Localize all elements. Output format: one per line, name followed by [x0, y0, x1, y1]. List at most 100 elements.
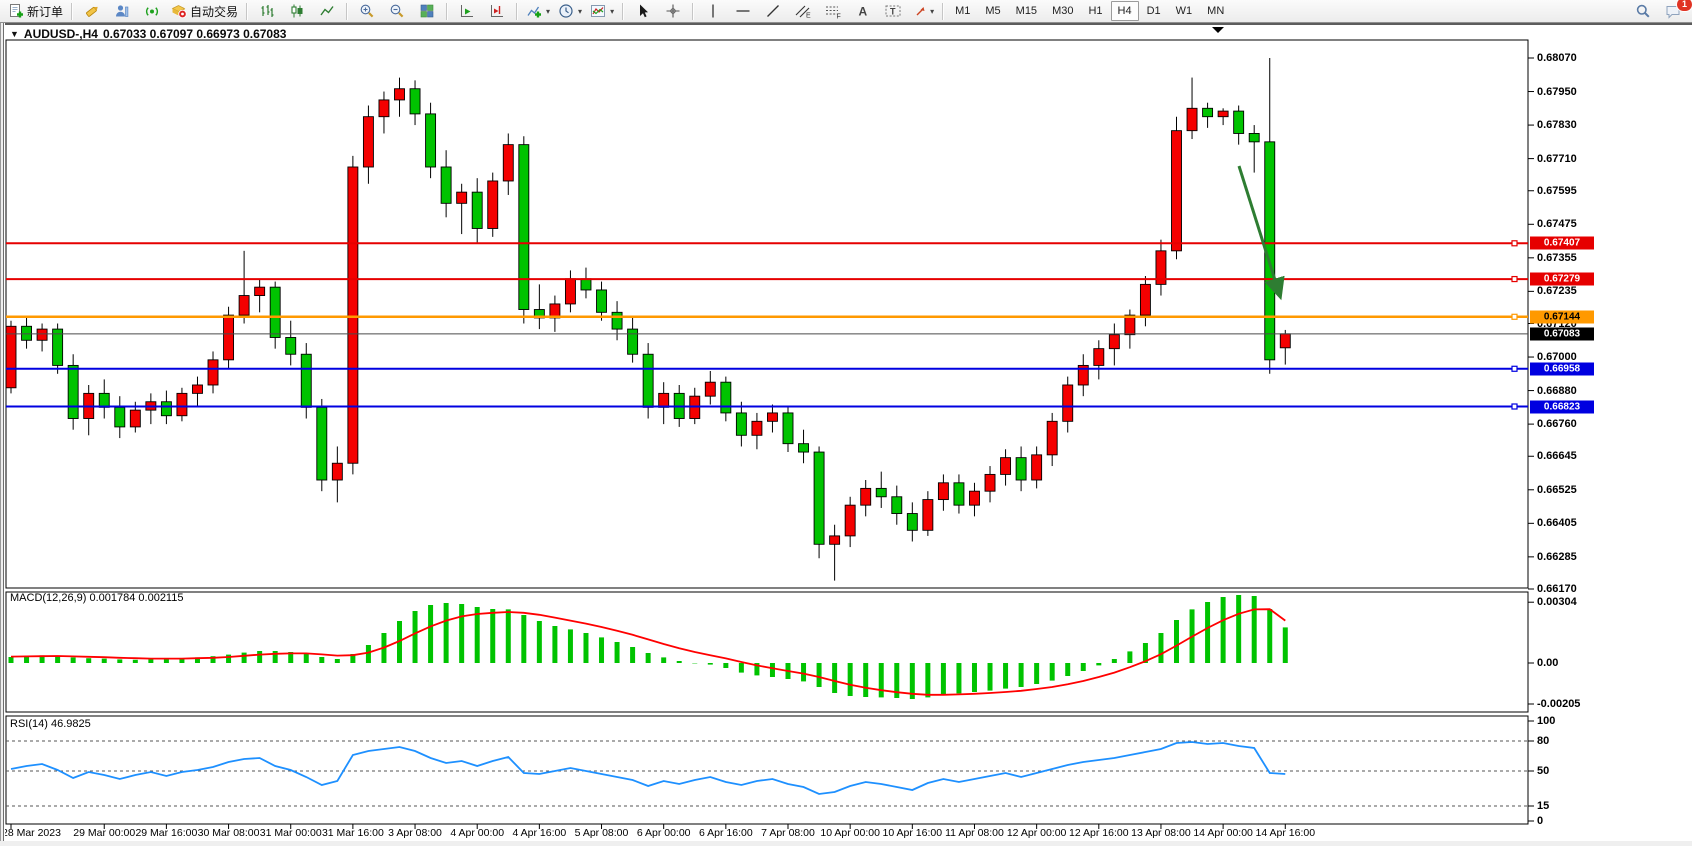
- candle: [937, 482, 949, 501]
- svg-text:F: F: [837, 14, 841, 20]
- timeframe-button-m15[interactable]: M15: [1015, 5, 1038, 17]
- timeframe-button-h4[interactable]: H4: [1110, 1, 1139, 21]
- rsi-line: [10, 741, 1286, 795]
- candle: [254, 286, 266, 297]
- periods-button[interactable]: ▾: [554, 0, 586, 22]
- horizontal-line-icon: [736, 10, 750, 12]
- candle: [906, 513, 918, 531]
- line-handle: [1511, 313, 1518, 320]
- chart-shift-button[interactable]: [482, 0, 512, 22]
- horizontal-line-tool-button[interactable]: [728, 0, 758, 22]
- line-handle: [1511, 275, 1518, 283]
- timeframe-button-mn[interactable]: MN: [1207, 5, 1225, 17]
- timeframe-button-h1[interactable]: H1: [1088, 5, 1103, 17]
- candle: [844, 504, 856, 537]
- timeframe-button-m1[interactable]: M1: [955, 5, 971, 17]
- market-watch-button[interactable]: [107, 0, 137, 22]
- candle: [129, 409, 141, 428]
- candle: [829, 535, 841, 545]
- window-bottom-frame: [0, 841, 1692, 846]
- bar-chart-mode-button[interactable]: [252, 0, 282, 22]
- timeframe-group: M1 M5 M15 M30 H1 H4 D1 W1 MN: [948, 1, 1231, 21]
- autotrade-button[interactable]: 自动交易: [167, 0, 242, 22]
- fibonacci-tool-button[interactable]: F: [818, 0, 848, 22]
- candle: [487, 180, 499, 229]
- signals-button[interactable]: [137, 0, 167, 22]
- window-left-frame: [0, 23, 5, 846]
- separator: [692, 2, 695, 20]
- arrows-tool-button[interactable]: ▾: [908, 0, 938, 22]
- notifications-button[interactable]: 1: [1658, 0, 1692, 22]
- scroll-position-marker: [1212, 27, 1224, 33]
- candle: [223, 314, 235, 361]
- line-handle: [1511, 240, 1518, 247]
- search-icon: [1636, 4, 1650, 18]
- text-tool-button[interactable]: A: [848, 0, 878, 22]
- timeframe-button-w1[interactable]: W1: [1175, 5, 1193, 17]
- candle: [1046, 420, 1058, 456]
- line-chart-mode-button[interactable]: [312, 0, 342, 22]
- candle: [1124, 314, 1136, 336]
- line-handle: [1511, 403, 1518, 410]
- candle: [1077, 364, 1089, 386]
- separator: [346, 2, 349, 20]
- chevron-down-icon: ▾: [610, 6, 615, 16]
- templates-button[interactable]: ▾: [586, 0, 618, 22]
- candle: [720, 381, 732, 414]
- candlestick-mode-button[interactable]: [282, 0, 312, 22]
- candle: [1031, 454, 1043, 481]
- auto-scroll-button[interactable]: [452, 0, 482, 22]
- cursor-tool-button[interactable]: [628, 0, 658, 22]
- svg-text:T: T: [890, 7, 896, 17]
- trendline-tool-button[interactable]: [758, 0, 788, 22]
- timeframe-button-d1[interactable]: D1: [1146, 5, 1161, 17]
- candle: [1000, 457, 1012, 475]
- candle: [969, 490, 980, 506]
- candle: [704, 381, 716, 397]
- line-chart-icon: [320, 6, 334, 16]
- macd-pane-border: [5, 591, 1529, 713]
- vertical-line-tool-button[interactable]: [698, 0, 728, 22]
- new-order-button[interactable]: 新订单: [4, 0, 67, 22]
- equidistant-channel-tool-button[interactable]: E: [788, 0, 818, 22]
- crosshair-tool-button[interactable]: [658, 0, 688, 22]
- candle: [21, 325, 32, 341]
- search-button[interactable]: [1628, 0, 1658, 22]
- symbol-dropdown-icon[interactable]: ▼: [10, 29, 19, 39]
- candle: [1155, 250, 1167, 285]
- candle: [891, 496, 903, 514]
- zoom-out-button[interactable]: [382, 0, 412, 22]
- separator: [71, 2, 74, 20]
- timeframe-button-m5[interactable]: M5: [985, 5, 1001, 17]
- candle: [347, 166, 359, 464]
- candle: [316, 406, 328, 481]
- separator: [622, 2, 625, 20]
- candle: [192, 384, 203, 394]
- candle: [627, 328, 639, 355]
- candle: [362, 116, 374, 168]
- tile-windows-button[interactable]: [412, 0, 442, 22]
- candle: [300, 353, 312, 408]
- styler-button[interactable]: [77, 0, 107, 22]
- clock-icon: [559, 4, 573, 18]
- separator: [516, 2, 519, 20]
- tile-windows-icon: [420, 4, 434, 18]
- zoom-in-button[interactable]: [352, 0, 382, 22]
- candle: [1202, 107, 1214, 118]
- chart-title-symbol: AUDUSD-,H4: [23, 27, 98, 41]
- candle: [580, 278, 592, 291]
- new-order-label: 新订单: [27, 4, 64, 19]
- rsi-pane-border: [5, 715, 1529, 825]
- timeframe-button-m30[interactable]: M30: [1052, 5, 1074, 17]
- arrows-icon: [916, 7, 925, 16]
- template-icon: [591, 5, 606, 17]
- text-label-tool-button[interactable]: T: [878, 0, 908, 22]
- candle: [114, 406, 126, 428]
- candle: [331, 462, 343, 481]
- candle: [1279, 333, 1291, 349]
- indicators-button[interactable]: ▾: [522, 0, 554, 22]
- candle: [269, 286, 281, 338]
- chart-title[interactable]: ▼ AUDUSD-,H4 0.67033 0.67097 0.66973 0.6…: [10, 27, 286, 41]
- candle: [658, 392, 670, 408]
